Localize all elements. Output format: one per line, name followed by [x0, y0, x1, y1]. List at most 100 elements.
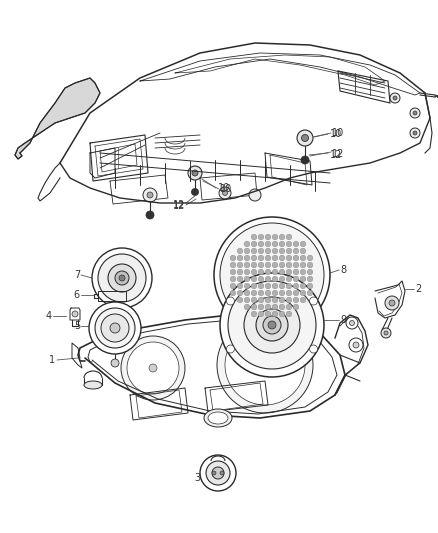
Circle shape [409, 108, 419, 118]
Circle shape [300, 290, 305, 296]
Text: 3: 3 [194, 473, 200, 483]
Circle shape [191, 189, 198, 196]
Circle shape [258, 269, 263, 275]
Circle shape [286, 283, 291, 289]
Circle shape [388, 300, 394, 306]
Circle shape [307, 269, 312, 275]
Circle shape [272, 241, 277, 247]
Text: 8: 8 [339, 265, 345, 275]
Circle shape [272, 297, 277, 303]
Text: 10: 10 [218, 183, 230, 193]
Circle shape [98, 254, 146, 302]
Circle shape [219, 187, 230, 199]
Circle shape [286, 248, 291, 254]
Circle shape [265, 262, 270, 268]
Circle shape [230, 276, 235, 282]
Circle shape [293, 269, 298, 275]
Circle shape [272, 304, 277, 310]
Circle shape [265, 234, 270, 240]
Circle shape [307, 283, 312, 289]
Circle shape [307, 255, 312, 261]
Circle shape [227, 281, 315, 369]
Circle shape [279, 234, 284, 240]
Circle shape [251, 255, 256, 261]
Circle shape [265, 283, 270, 289]
Circle shape [309, 345, 317, 353]
Circle shape [279, 276, 284, 282]
Circle shape [293, 241, 298, 247]
Circle shape [258, 234, 263, 240]
Text: 2: 2 [414, 284, 420, 294]
Circle shape [244, 255, 249, 261]
Circle shape [244, 304, 249, 310]
Circle shape [300, 255, 305, 261]
Circle shape [230, 255, 235, 261]
Circle shape [265, 255, 270, 261]
Circle shape [244, 269, 249, 275]
Circle shape [307, 290, 312, 296]
Circle shape [279, 304, 284, 310]
Circle shape [389, 93, 399, 103]
Circle shape [349, 320, 354, 326]
Circle shape [230, 269, 235, 275]
Circle shape [219, 273, 323, 377]
Circle shape [279, 269, 284, 275]
Circle shape [89, 302, 141, 354]
Circle shape [258, 311, 263, 317]
Circle shape [300, 262, 305, 268]
Circle shape [258, 290, 263, 296]
Circle shape [352, 342, 358, 348]
Circle shape [251, 297, 256, 303]
Circle shape [279, 311, 284, 317]
Circle shape [286, 234, 291, 240]
Circle shape [251, 304, 256, 310]
Circle shape [219, 471, 223, 475]
Circle shape [216, 317, 312, 413]
Circle shape [293, 290, 298, 296]
Circle shape [348, 338, 362, 352]
Circle shape [237, 255, 242, 261]
Circle shape [286, 276, 291, 282]
Circle shape [272, 262, 277, 268]
Polygon shape [15, 78, 100, 159]
Circle shape [244, 283, 249, 289]
Circle shape [272, 290, 277, 296]
Circle shape [72, 311, 78, 317]
Circle shape [272, 255, 277, 261]
Circle shape [237, 248, 242, 254]
Circle shape [187, 166, 201, 180]
Circle shape [92, 248, 152, 308]
Circle shape [279, 248, 284, 254]
Circle shape [95, 308, 135, 348]
Circle shape [286, 241, 291, 247]
Circle shape [244, 241, 249, 247]
Circle shape [244, 276, 249, 282]
Circle shape [286, 290, 291, 296]
Circle shape [230, 290, 235, 296]
Circle shape [392, 96, 396, 100]
Circle shape [146, 211, 154, 219]
Circle shape [300, 269, 305, 275]
Circle shape [279, 262, 284, 268]
Circle shape [244, 297, 249, 303]
Circle shape [148, 364, 157, 372]
Circle shape [205, 461, 230, 485]
Text: 1: 1 [49, 355, 55, 365]
Circle shape [279, 283, 284, 289]
Circle shape [226, 345, 234, 353]
Circle shape [244, 248, 249, 254]
Circle shape [251, 311, 256, 317]
Circle shape [265, 297, 270, 303]
Circle shape [265, 269, 270, 275]
Circle shape [293, 283, 298, 289]
Circle shape [251, 248, 256, 254]
Circle shape [307, 276, 312, 282]
Circle shape [191, 170, 198, 176]
Text: 12: 12 [172, 201, 184, 211]
Circle shape [412, 111, 416, 115]
Circle shape [272, 248, 277, 254]
Circle shape [272, 276, 277, 282]
Circle shape [258, 241, 263, 247]
Text: 12: 12 [329, 150, 342, 160]
Circle shape [309, 297, 317, 305]
